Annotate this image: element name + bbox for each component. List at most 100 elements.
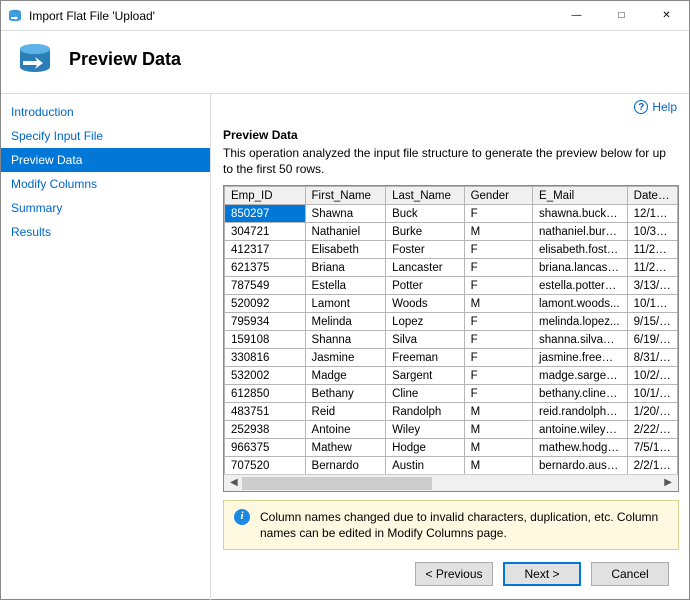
table-cell[interactable]: Hodge [386,439,465,457]
table-cell[interactable]: 707520 [225,457,306,475]
table-row[interactable]: 330816JasmineFreemanFjasmine.freema...8/… [225,349,678,367]
table-cell[interactable]: M [464,439,532,457]
table-cell[interactable]: 11/26/19 [627,241,677,259]
table-cell[interactable]: shanna.silva@g... [533,331,628,349]
table-cell[interactable]: 10/1/198 [627,385,677,403]
minimize-button[interactable]: ― [554,1,599,30]
table-cell[interactable]: Buck [386,205,465,223]
table-cell[interactable]: M [464,457,532,475]
table-cell[interactable]: Randolph [386,403,465,421]
table-row[interactable]: 483751ReidRandolphMreid.randolph@...1/20… [225,403,678,421]
table-cell[interactable]: M [464,295,532,313]
table-cell[interactable]: F [464,313,532,331]
table-cell[interactable]: Woods [386,295,465,313]
table-cell[interactable]: Antoine [305,421,386,439]
table-row[interactable]: 520092LamontWoodsMlamont.woods...10/13/1… [225,295,678,313]
table-cell[interactable]: 966375 [225,439,306,457]
preview-grid[interactable]: Emp_ID First_Name Last_Name Gender E_Mai… [223,185,679,491]
table-cell[interactable]: 12/12/19 [627,205,677,223]
table-cell[interactable]: 330816 [225,349,306,367]
table-row[interactable]: 412317ElisabethFosterFelisabeth.foster..… [225,241,678,259]
table-cell[interactable]: 612850 [225,385,306,403]
table-cell[interactable]: 1/20/198 [627,403,677,421]
table-cell[interactable]: Bethany [305,385,386,403]
table-row[interactable]: 252938AntoineWileyMantoine.wiley@...2/22… [225,421,678,439]
table-cell[interactable]: M [464,403,532,421]
table-cell[interactable]: 8/31/199 [627,349,677,367]
sidebar-item-preview-data[interactable]: Preview Data [1,148,210,172]
table-cell[interactable]: Shanna [305,331,386,349]
table-cell[interactable]: Nathaniel [305,223,386,241]
sidebar-item-introduction[interactable]: Introduction [1,100,210,124]
table-cell[interactable]: Lamont [305,295,386,313]
table-cell[interactable]: 9/15/198 [627,313,677,331]
table-cell[interactable]: F [464,349,532,367]
table-cell[interactable]: 787549 [225,277,306,295]
table-cell[interactable]: mathew.hodge... [533,439,628,457]
table-cell[interactable]: 3/13/199 [627,277,677,295]
table-cell[interactable]: F [464,259,532,277]
scroll-thumb[interactable] [242,477,432,490]
table-cell[interactable]: Cline [386,385,465,403]
table-row[interactable]: 707520BernardoAustinMbernardo.austin...2… [225,457,678,475]
table-cell[interactable]: antoine.wiley@... [533,421,628,439]
table-cell[interactable]: elisabeth.foster... [533,241,628,259]
col-header[interactable]: Last_Name [386,187,465,205]
table-cell[interactable]: 10/31/19 [627,223,677,241]
table-row[interactable]: 612850BethanyClineFbethany.cline@...10/1… [225,385,678,403]
table-cell[interactable]: bernardo.austin... [533,457,628,475]
table-cell[interactable]: 532002 [225,367,306,385]
table-cell[interactable]: shawna.buck@... [533,205,628,223]
table-cell[interactable]: Potter [386,277,465,295]
table-cell[interactable]: 520092 [225,295,306,313]
table-cell[interactable]: Estella [305,277,386,295]
table-cell[interactable]: 850297 [225,205,306,223]
table-cell[interactable]: Silva [386,331,465,349]
table-cell[interactable]: 412317 [225,241,306,259]
table-cell[interactable]: M [464,421,532,439]
table-cell[interactable]: Melinda [305,313,386,331]
table-cell[interactable]: melinda.lopez... [533,313,628,331]
table-cell[interactable]: Foster [386,241,465,259]
table-cell[interactable]: 7/5/1999 [627,439,677,457]
table-cell[interactable]: Bernardo [305,457,386,475]
col-header[interactable]: Emp_ID [225,187,306,205]
col-header[interactable]: First_Name [305,187,386,205]
table-cell[interactable]: 2/2/1975 [627,457,677,475]
col-header[interactable]: E_Mail [533,187,628,205]
table-cell[interactable]: 252938 [225,421,306,439]
col-header[interactable]: Date_of [627,187,677,205]
sidebar-item-summary[interactable]: Summary [1,196,210,220]
table-cell[interactable]: Madge [305,367,386,385]
table-cell[interactable]: 304721 [225,223,306,241]
table-cell[interactable]: Lancaster [386,259,465,277]
sidebar-item-results[interactable]: Results [1,220,210,244]
table-cell[interactable]: briana.lancaster... [533,259,628,277]
table-row[interactable]: 966375MathewHodgeMmathew.hodge...7/5/199… [225,439,678,457]
table-cell[interactable]: F [464,241,532,259]
col-header[interactable]: Gender [464,187,532,205]
scroll-right-arrow[interactable]: ▶ [660,477,676,488]
table-cell[interactable]: bethany.cline@... [533,385,628,403]
table-cell[interactable]: 10/2/199 [627,367,677,385]
table-cell[interactable]: Burke [386,223,465,241]
table-cell[interactable]: Mathew [305,439,386,457]
help-link[interactable]: ? Help [634,100,677,114]
table-cell[interactable]: F [464,205,532,223]
table-cell[interactable]: F [464,331,532,349]
maximize-button[interactable]: □ [599,1,644,30]
table-row[interactable]: 850297ShawnaBuckFshawna.buck@...12/12/19 [225,205,678,223]
table-row[interactable]: 621375BrianaLancasterFbriana.lancaster..… [225,259,678,277]
table-cell[interactable]: reid.randolph@... [533,403,628,421]
table-cell[interactable]: lamont.woods... [533,295,628,313]
table-cell[interactable]: jasmine.freema... [533,349,628,367]
table-cell[interactable]: Reid [305,403,386,421]
table-cell[interactable]: Briana [305,259,386,277]
table-cell[interactable]: 10/13/19 [627,295,677,313]
table-cell[interactable]: F [464,277,532,295]
table-cell[interactable]: Freeman [386,349,465,367]
sidebar-item-specify-input[interactable]: Specify Input File [1,124,210,148]
cancel-button[interactable]: Cancel [591,562,669,586]
scroll-track[interactable] [242,475,661,491]
table-row[interactable]: 795934MelindaLopezFmelinda.lopez...9/15/… [225,313,678,331]
